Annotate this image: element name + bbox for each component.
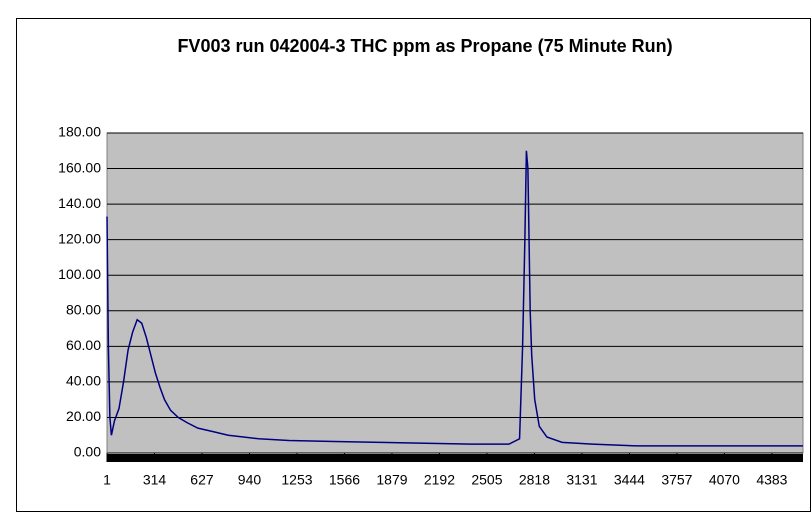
x-axis-band [107, 454, 803, 462]
x-tick-label: 627 [190, 472, 214, 488]
data-line [106, 150, 803, 447]
y-tick-label: 160.00 [58, 159, 101, 175]
x-tick-label: 3444 [614, 472, 645, 488]
x-tick-label: 4070 [709, 472, 740, 488]
x-tick-label: 1 [103, 472, 111, 488]
plot-area [106, 132, 804, 454]
y-tick-label: 60.00 [66, 337, 101, 353]
y-tick-label: 80.00 [66, 301, 101, 317]
x-tick-label: 3757 [661, 472, 692, 488]
x-tick-label: 314 [143, 472, 167, 488]
y-tick-label: 20.00 [66, 408, 101, 424]
x-tick-label: 1879 [376, 472, 407, 488]
x-tick-label: 2192 [424, 472, 455, 488]
x-tick-label: 3131 [566, 472, 597, 488]
x-tick-label: 940 [238, 472, 262, 488]
y-tick-label: 120.00 [58, 230, 101, 246]
chart-title: FV003 run 042004-3 THC ppm as Propane (7… [177, 36, 673, 56]
x-tick-label: 4383 [756, 472, 787, 488]
x-tick-label: 1566 [329, 472, 360, 488]
x-tick-label: 2505 [471, 472, 502, 488]
x-tick-label: 1253 [281, 472, 312, 488]
y-tick-label: 140.00 [58, 195, 101, 211]
y-tick-label: 100.00 [58, 266, 101, 282]
y-tick-label: 180.00 [58, 124, 101, 140]
y-tick-label: 0.00 [74, 444, 101, 460]
x-tick-label: 2818 [519, 472, 550, 488]
y-tick-label: 40.00 [66, 373, 101, 389]
